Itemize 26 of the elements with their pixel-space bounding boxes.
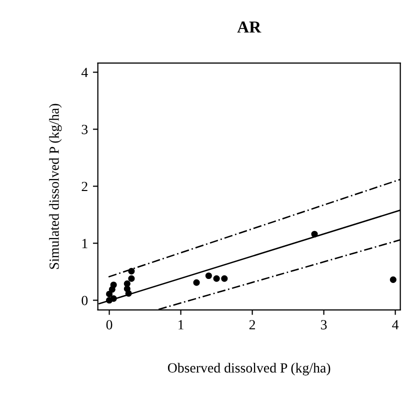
y-tick-label: 0 xyxy=(82,296,88,306)
y-tick-label: 1 xyxy=(82,238,88,248)
y-tick-label: 2 xyxy=(82,182,88,192)
x-tick-label: 3 xyxy=(320,320,327,330)
y-tick-label: 4 xyxy=(81,68,88,78)
x-tick-label: 1 xyxy=(178,320,184,330)
point xyxy=(128,275,135,282)
x-tick-label: 4 xyxy=(392,320,399,330)
x-tick-label: 0 xyxy=(106,320,112,330)
x-axis-title: Observed dissolved P (kg/ha) xyxy=(168,362,330,376)
point xyxy=(221,275,228,282)
point xyxy=(213,275,220,282)
point xyxy=(125,290,132,297)
point xyxy=(128,268,135,274)
point xyxy=(106,290,113,298)
y-tick-label: 3 xyxy=(82,124,88,134)
point xyxy=(390,276,396,284)
point xyxy=(205,272,212,280)
y-axis-title: Simulated dissolved P (kg/ha) xyxy=(49,104,62,269)
point xyxy=(193,279,200,286)
chart-title: AR xyxy=(237,22,262,33)
x-tick-label: 2 xyxy=(249,320,256,330)
point xyxy=(110,295,117,302)
point xyxy=(110,282,117,288)
point xyxy=(311,230,318,238)
point xyxy=(124,280,130,288)
